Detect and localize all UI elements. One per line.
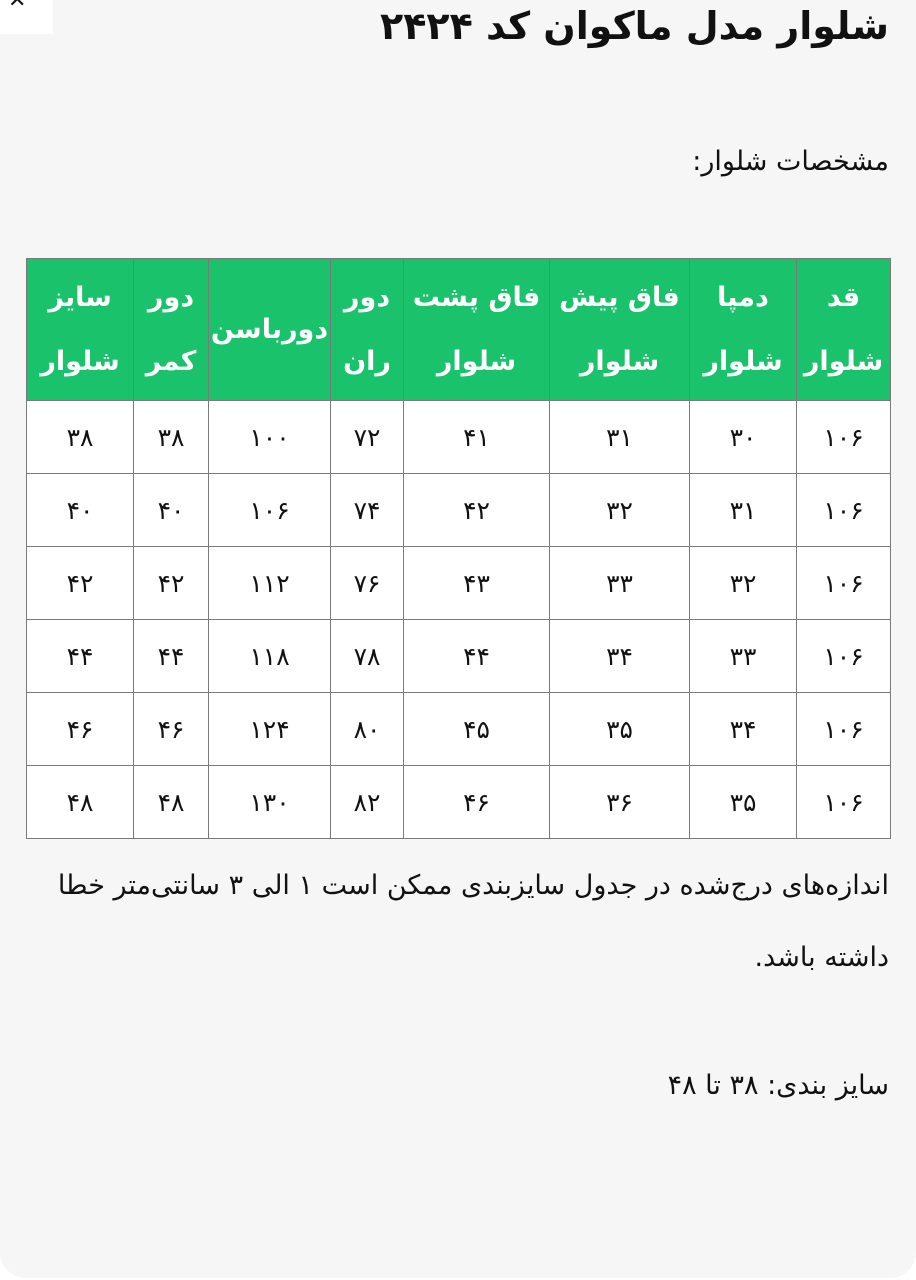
table-cell: ۱۰۰: [208, 400, 331, 474]
table-cell: ۳۳: [689, 619, 797, 693]
table-cell: ۴۵: [403, 692, 550, 766]
table-cell: ۳۸: [26, 400, 134, 474]
table-cell: ۱۰۶: [796, 400, 891, 474]
table-cell: ۳۴: [689, 692, 797, 766]
table-cell: ۱۰۶: [796, 692, 891, 766]
column-header: سایز شلوار: [26, 258, 134, 401]
table-cell: ۷۶: [330, 546, 404, 620]
table-header-row: قد شلوار دمپا شلوار فاق پیش شلوار فاق پشت ش…: [26, 258, 891, 401]
table-cell: ۱۱۲: [208, 546, 331, 620]
table-cell: ۳۴: [549, 619, 690, 693]
table-row: ۱۰۶ ۳۴ ۳۵ ۴۵ ۸۰ ۱۲۴ ۴۶ ۴۶: [26, 692, 891, 766]
column-header: فاق پشت شلوار: [403, 258, 550, 401]
page-title: شلوار مدل ماکوان کد ۲۴۲۴: [380, 4, 889, 48]
table-cell: ۸۲: [330, 765, 404, 839]
spec-label: مشخصات شلوار:: [692, 146, 889, 177]
table-cell: ۴۲: [133, 546, 209, 620]
column-header: قد شلوار: [796, 258, 891, 401]
table-cell: ۷۸: [330, 619, 404, 693]
table-cell: ۳۰: [689, 400, 797, 474]
table-cell: ۴۶: [133, 692, 209, 766]
size-range: سایز بندی: ۳۸ تا ۴۸: [667, 1070, 889, 1101]
close-button[interactable]: ✕: [0, 0, 53, 34]
table-cell: ۱۲۴: [208, 692, 331, 766]
table-cell: ۱۳۰: [208, 765, 331, 839]
table-cell: ۳۸: [133, 400, 209, 474]
table-cell: ۱۰۶: [796, 473, 891, 547]
table-cell: ۱۰۶: [796, 619, 891, 693]
table-cell: ۳۱: [689, 473, 797, 547]
table-cell: ۳۱: [549, 400, 690, 474]
table-cell: ۴۶: [26, 692, 134, 766]
table-cell: ۳۳: [549, 546, 690, 620]
table-row: ۱۰۶ ۳۲ ۳۳ ۴۳ ۷۶ ۱۱۲ ۴۲ ۴۲: [26, 546, 891, 620]
table-cell: ۴۲: [26, 546, 134, 620]
table-cell: ۴۶: [403, 765, 550, 839]
size-table: قد شلوار دمپا شلوار فاق پیش شلوار فاق پشت ش…: [26, 258, 891, 839]
table-cell: ۷۴: [330, 473, 404, 547]
table-row: ۱۰۶ ۳۰ ۳۱ ۴۱ ۷۲ ۱۰۰ ۳۸ ۳۸: [26, 400, 891, 474]
table-cell: ۳۵: [549, 692, 690, 766]
table-row: ۱۰۶ ۳۵ ۳۶ ۴۶ ۸۲ ۱۳۰ ۴۸ ۴۸: [26, 765, 891, 839]
table-cell: ۳۵: [689, 765, 797, 839]
table-cell: ۴۸: [26, 765, 134, 839]
table-cell: ۴۸: [133, 765, 209, 839]
column-header: دور کمر: [133, 258, 209, 401]
table-cell: ۳۲: [689, 546, 797, 620]
table-cell: ۱۰۶: [796, 546, 891, 620]
table-cell: ۴۳: [403, 546, 550, 620]
table-cell: ۳۲: [549, 473, 690, 547]
size-note: اندازه‌های درج‌شده در جدول سایزبندی ممکن…: [57, 870, 889, 973]
column-header: دورباسن: [208, 258, 331, 401]
column-header: فاق پیش شلوار: [549, 258, 690, 401]
column-header: دمپا شلوار: [689, 258, 797, 401]
table-cell: ۸۰: [330, 692, 404, 766]
table-row: ۱۰۶ ۳۳ ۳۴ ۴۴ ۷۸ ۱۱۸ ۴۴ ۴۴: [26, 619, 891, 693]
close-icon: ✕: [8, 0, 27, 13]
table-cell: ۴۴: [133, 619, 209, 693]
table-cell: ۴۰: [26, 473, 134, 547]
table-cell: ۷۲: [330, 400, 404, 474]
column-header: دور ران: [330, 258, 404, 401]
table-cell: ۴۴: [403, 619, 550, 693]
table-cell: ۱۰۶: [796, 765, 891, 839]
table-cell: ۱۱۸: [208, 619, 331, 693]
table-cell: ۴۰: [133, 473, 209, 547]
table-cell: ۴۱: [403, 400, 550, 474]
table-row: ۱۰۶ ۳۱ ۳۲ ۴۲ ۷۴ ۱۰۶ ۴۰ ۴۰: [26, 473, 891, 547]
table-cell: ۳۶: [549, 765, 690, 839]
table-cell: ۴۲: [403, 473, 550, 547]
table-cell: ۴۴: [26, 619, 134, 693]
table-cell: ۱۰۶: [208, 473, 331, 547]
